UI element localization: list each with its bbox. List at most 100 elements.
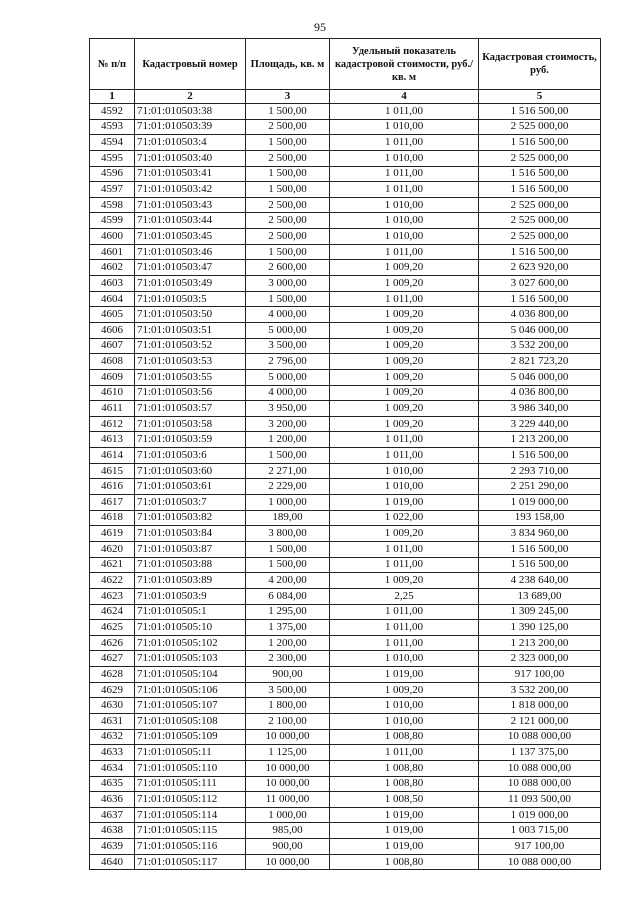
cadastral-number-cell: 71:01:010505:110 [134,759,246,777]
cadastral-value-cell: 3 532 200,00 [478,337,601,355]
table-row: 4599 71:01:010503:44 2 500,00 1 010,00 2 525… [89,212,601,230]
cadastral-number-cell: 71:01:010505:112 [134,791,246,808]
cadastral-number-cell: 71:01:010503:84 [134,525,246,542]
row-number-cell: 4631 [89,712,135,730]
unit-value-cell: 1 011,00 [329,134,479,151]
cadastral-number-cell: 71:01:010505:102 [134,634,246,652]
area-cell: 2 500,00 [245,149,330,167]
unit-value-cell: 1 010,00 [329,712,479,730]
area-cell: 1 500,00 [245,243,330,261]
area-cell: 189,00 [245,509,330,527]
row-number-cell: 4598 [89,196,135,214]
unit-value-cell: 1 010,00 [329,212,479,230]
table-row: 4628 71:01:010505:104 900,00 1 019,00 917 10… [89,666,601,683]
row-number-cell: 4605 [89,306,135,323]
unit-value-cell: 1 009,20 [329,384,479,402]
unit-value-cell: 1 011,00 [329,290,479,308]
cadastral-value-cell: 5 046 000,00 [478,321,601,339]
unit-value-cell: 1 010,00 [329,196,479,214]
table-row: 4631 71:01:010505:108 2 100,00 1 010,00 2 12… [89,712,601,730]
cadastral-number-cell: 71:01:010505:10 [134,619,246,636]
table-body: 4592 71:01:010503:38 1 500,00 1 011,00 1 516… [89,103,601,871]
area-cell: 5 000,00 [245,321,330,339]
table-row: 4630 71:01:010505:107 1 800,00 1 010,00 1 81… [89,697,601,714]
area-cell: 1 295,00 [245,603,330,621]
cadastral-number-cell: 71:01:010505:107 [134,697,246,714]
cadastral-value-cell: 10 088 000,00 [478,775,601,793]
cadastral-value-cell: 2 323 000,00 [478,650,601,668]
cadastral-value-cell: 10 088 000,00 [478,728,601,746]
area-cell: 1 375,00 [245,619,330,636]
table-row: 4624 71:01:010505:1 1 295,00 1 011,00 1 309 … [89,603,601,621]
area-cell: 2 796,00 [245,353,330,370]
unit-value-cell: 1 009,20 [329,572,479,589]
table-row: 4592 71:01:010503:38 1 500,00 1 011,00 1 516… [89,103,601,120]
row-number-cell: 4638 [89,822,135,840]
area-cell: 11 000,00 [245,791,330,808]
table-row: 4637 71:01:010505:114 1 000,00 1 019,00 1 01… [89,806,601,824]
cadastral-value-cell: 3 532 200,00 [478,681,601,699]
unit-value-cell: 1 011,00 [329,165,479,183]
cadastral-number-cell: 71:01:010503:55 [134,368,246,386]
unit-value-cell: 1 008,80 [329,853,479,871]
cadastral-number-cell: 71:01:010503:44 [134,212,246,230]
cadastral-value-cell: 1 516 500,00 [478,165,601,183]
row-number-cell: 4606 [89,321,135,339]
area-cell: 2 600,00 [245,259,330,277]
area-cell: 900,00 [245,838,330,855]
header-cadastral-number: Кадастровый номер [134,38,246,90]
table-row: 4621 71:01:010503:88 1 500,00 1 011,00 1 516… [89,556,601,574]
unit-value-cell: 1 009,20 [329,525,479,542]
column-number-row: 1 2 3 4 5 [89,89,601,104]
cadastral-number-cell: 71:01:010503:45 [134,228,246,245]
cadastral-value-cell: 2 251 290,00 [478,478,601,496]
unit-value-cell: 1 011,00 [329,181,479,198]
cadastral-value-cell: 2 121 000,00 [478,712,601,730]
unit-value-cell: 1 009,20 [329,259,479,277]
table-row: 4600 71:01:010503:45 2 500,00 1 010,00 2 525… [89,228,601,245]
area-cell: 2 500,00 [245,228,330,245]
header-unit-value: Удельный показатель кадастровой стоимост… [329,38,479,90]
area-cell: 3 500,00 [245,337,330,355]
cadastral-value-cell: 917 100,00 [478,838,601,855]
row-number-cell: 4635 [89,775,135,793]
area-cell: 1 500,00 [245,165,330,183]
table-row: 4597 71:01:010503:42 1 500,00 1 011,00 1 516… [89,181,601,198]
unit-value-cell: 1 011,00 [329,744,479,761]
unit-value-cell: 1 009,20 [329,400,479,417]
cadastral-value-cell: 1 137 375,00 [478,744,601,761]
row-number-cell: 4632 [89,728,135,746]
cadastral-number-cell: 71:01:010503:43 [134,196,246,214]
cadastral-value-cell: 1 516 500,00 [478,103,601,120]
table-row: 4614 71:01:010503:6 1 500,00 1 011,00 1 516 … [89,447,601,464]
table-row: 4627 71:01:010505:103 2 300,00 1 010,00 2 32… [89,650,601,668]
table-row: 4605 71:01:010503:50 4 000,00 1 009,20 4 036… [89,306,601,323]
row-number-cell: 4629 [89,681,135,699]
table-row: 4604 71:01:010503:5 1 500,00 1 011,00 1 516 … [89,290,601,308]
cadastral-value-cell: 1 019 000,00 [478,494,601,511]
area-cell: 10 000,00 [245,853,330,871]
area-cell: 1 000,00 [245,494,330,511]
unit-value-cell: 1 009,20 [329,275,479,292]
cadastral-value-cell: 1 818 000,00 [478,697,601,714]
row-number-cell: 4593 [89,118,135,136]
cadastral-number-cell: 71:01:010503:9 [134,587,246,605]
row-number-cell: 4640 [89,853,135,871]
table-row: 4632 71:01:010505:109 10 000,00 1 008,80 10 … [89,728,601,746]
cadastral-number-cell: 71:01:010503:60 [134,462,246,480]
table-row: 4625 71:01:010505:10 1 375,00 1 011,00 1 390… [89,619,601,636]
cadastral-value-cell: 4 238 640,00 [478,572,601,589]
table-row: 4616 71:01:010503:61 2 229,00 1 010,00 2 251… [89,478,601,496]
unit-value-cell: 1 010,00 [329,697,479,714]
cadastral-number-cell: 71:01:010503:82 [134,509,246,527]
cadastral-number-cell: 71:01:010503:50 [134,306,246,323]
cadastral-number-cell: 71:01:010503:59 [134,431,246,449]
area-cell: 10 000,00 [245,775,330,793]
cadastral-value-cell: 11 093 500,00 [478,791,601,808]
cadastral-value-cell: 5 046 000,00 [478,368,601,386]
row-number-cell: 4628 [89,666,135,683]
unit-value-cell: 1 011,00 [329,603,479,621]
cadastral-value-cell: 1 309 245,00 [478,603,601,621]
unit-value-cell: 1 010,00 [329,228,479,245]
unit-value-cell: 1 019,00 [329,666,479,683]
